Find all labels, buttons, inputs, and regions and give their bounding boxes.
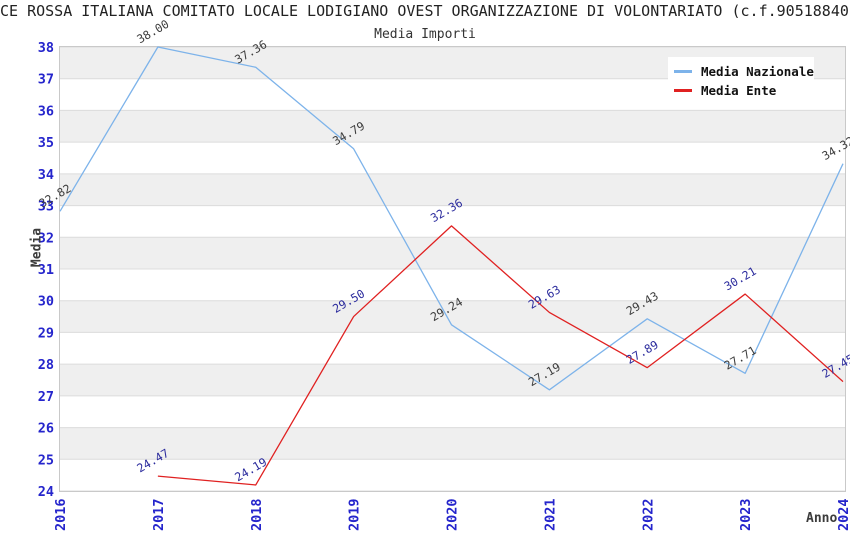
plot-band (59, 395, 846, 428)
x-tick-label: 2023 (738, 498, 754, 531)
plot-band (59, 142, 846, 174)
legend-item-media-ente: Media Ente (674, 81, 808, 100)
x-tick-label: 2017 (151, 498, 167, 531)
y-tick-label: 25 (38, 452, 54, 468)
series-line-media-ente (157, 225, 844, 486)
y-tick-label: 35 (38, 135, 54, 151)
y-tick-label: 30 (38, 294, 54, 310)
legend-label-media-ente: Media Ente (701, 83, 777, 98)
plot-border (59, 46, 846, 492)
y-tick-label: 24 (38, 484, 54, 500)
y-tick-label: 31 (38, 262, 54, 278)
plot-band (59, 364, 846, 396)
plot-band (59, 110, 846, 143)
y-tick-label: 34 (38, 167, 54, 183)
x-axis-title: Anno (806, 511, 838, 526)
y-tick-label: 27 (38, 389, 54, 405)
chart-title: CE ROSSA ITALIANA COMITATO LOCALE LODIGI… (0, 2, 850, 20)
plot-band (59, 269, 846, 301)
point-label: 38.00 (134, 17, 171, 46)
series-line-media-nazionale (59, 46, 844, 391)
plot-band (59, 459, 846, 491)
x-tick-label: 2016 (53, 498, 69, 531)
plot-band (59, 332, 846, 365)
plot-band (59, 205, 846, 238)
plot-band (59, 173, 846, 206)
x-tick-label: 2018 (249, 498, 265, 531)
y-tick-label: 28 (38, 357, 54, 373)
media-ente-line-swatch (674, 89, 692, 92)
x-tick-label: 2024 (836, 498, 850, 531)
media-nazionale-line-swatch (674, 70, 692, 73)
x-tick-label: 2020 (445, 498, 461, 531)
x-tick-label: 2021 (542, 498, 558, 531)
y-tick-label: 29 (38, 325, 54, 341)
y-tick-label: 32 (38, 230, 54, 246)
y-tick-label: 26 (38, 421, 54, 437)
legend-item-media-nazionale: Media Nazionale (674, 62, 814, 81)
y-tick-label: 33 (38, 199, 54, 215)
plot-band (59, 237, 846, 269)
chart-legend: Media Nazionale Media Ente (668, 57, 814, 105)
legend-label-media-nazionale: Media Nazionale (701, 64, 814, 79)
y-tick-label: 38 (38, 40, 54, 56)
plot-band (59, 427, 846, 460)
x-tick-label: 2022 (640, 498, 656, 531)
y-tick-label: 36 (38, 103, 54, 119)
y-tick-label: 37 (38, 72, 54, 88)
x-tick-label: 2019 (347, 498, 363, 531)
chart-subtitle: Media Importi (374, 27, 476, 42)
y-axis-title: Media (29, 227, 45, 268)
